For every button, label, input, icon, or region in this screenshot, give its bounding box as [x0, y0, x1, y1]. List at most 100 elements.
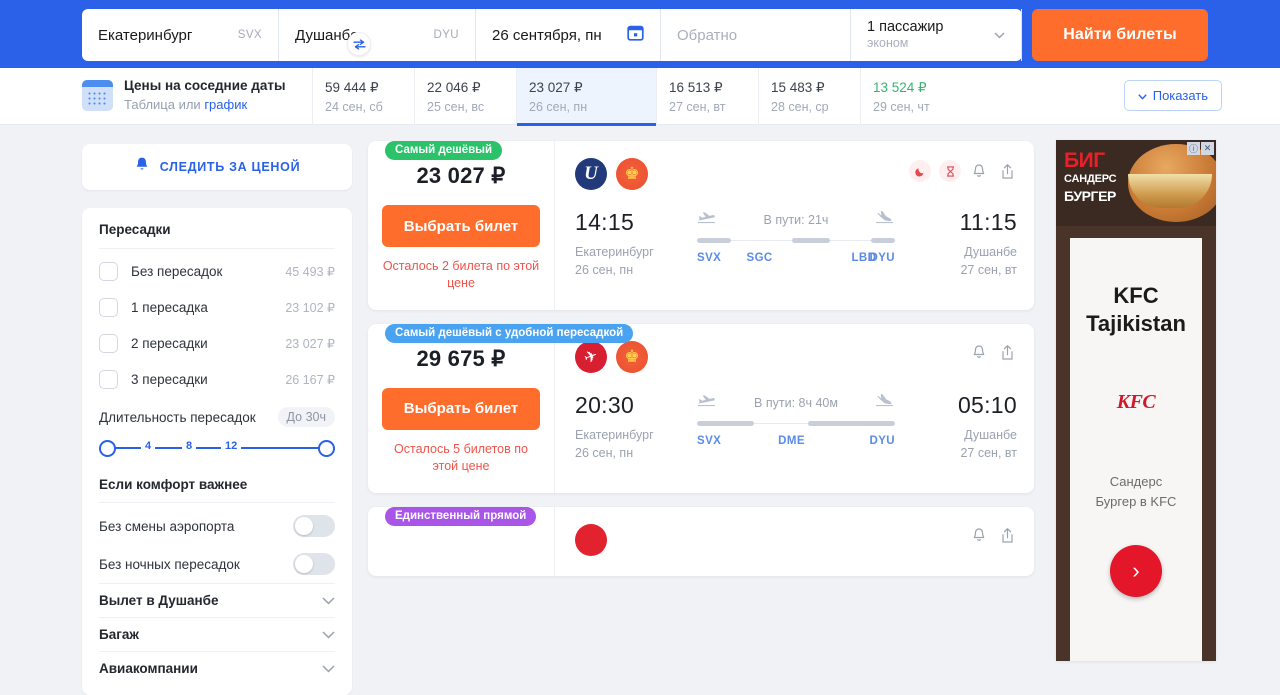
share-icon[interactable] [997, 161, 1017, 181]
route-bar [697, 238, 895, 243]
checkbox[interactable] [99, 333, 118, 353]
airline-logos [575, 340, 1017, 373]
route-segment-1 [792, 238, 830, 243]
ad-close-icon[interactable]: ✕ [1201, 142, 1214, 155]
swap-directions-button[interactable] [347, 32, 371, 56]
bell-icon[interactable] [969, 526, 989, 546]
comfort-toggle-switch[interactable] [293, 515, 335, 537]
departure-time: 14:15 [575, 209, 635, 235]
flight-details-panel: 20:30 Екатеринбург 26 сен, пн В пути: 8ч… [555, 324, 1034, 493]
ad-subtext: Сандерс Бургер в KFC [1096, 472, 1177, 511]
origin-city: Екатеринбург [98, 26, 193, 44]
date-cell-day: 28 сен, ср [771, 99, 829, 114]
share-icon[interactable] [997, 343, 1017, 363]
stops-filter-list: Без пересадок 45 493 ₽ 1 пересадка 23 10… [99, 253, 335, 397]
airport-code[interactable]: SVX [697, 434, 722, 447]
share-icon[interactable] [997, 526, 1017, 546]
show-more-dates-button[interactable]: Показать [1123, 80, 1222, 111]
ad-next-button[interactable]: › [1110, 545, 1162, 597]
route-top-row: В пути: 8ч 40м [697, 393, 895, 413]
destination-code: DYU [433, 29, 459, 41]
date-cell-price: 13 524 ₽ [873, 80, 927, 95]
checkbox[interactable] [99, 297, 118, 317]
flight-route: 20:30 Екатеринбург 26 сен, пн В пути: 8ч… [575, 392, 1017, 463]
airport-code[interactable]: DYU [869, 252, 895, 264]
return-date-field[interactable]: Обратно [661, 9, 851, 61]
chevron-down-icon [994, 26, 1005, 44]
ad-headline-line-2: Tajikistan [1086, 310, 1186, 336]
checkbox[interactable] [99, 261, 118, 281]
flight-card-body: 29 675 ₽ Выбрать билет Осталось 5 билето… [368, 323, 1034, 493]
filter-accordion-1[interactable]: Багаж [99, 618, 335, 651]
origin-field[interactable]: Екатеринбург SVX [82, 9, 279, 61]
departure-date: 26 сен, пн [575, 263, 634, 278]
filters-panel: Пересадки Без пересадок 45 493 ₽ 1 перес… [82, 208, 352, 695]
comfort-toggle-label: Без смены аэропорта [99, 518, 235, 534]
select-ticket-button[interactable]: Выбрать билет [382, 205, 540, 247]
select-ticket-button[interactable]: Выбрать билет [382, 387, 540, 430]
filter-accordion-0[interactable]: Вылет в Душанбе [99, 584, 335, 617]
airport-code[interactable]: LBD [851, 252, 877, 264]
divider [99, 651, 335, 652]
ad-body: KFC Tajikistan KFC Сандерс Бургер в KFC … [1056, 226, 1216, 661]
stops-filter-option-3[interactable]: 3 пересадки 26 167 ₽ [99, 361, 335, 397]
airport-code[interactable]: DME [778, 434, 805, 447]
route-baseline [697, 422, 895, 424]
date-cell-3[interactable]: 16 513 ₽ 27 сен, вт [656, 68, 758, 125]
ad-line-1: БИГ [1064, 149, 1105, 172]
date-cell-2[interactable]: 23 027 ₽ 26 сен, пн [516, 68, 656, 126]
slider-handle-min[interactable] [99, 440, 116, 457]
find-tickets-button[interactable]: Найти билеты [1032, 9, 1208, 61]
kfc-logo: KFC [1116, 391, 1156, 413]
advertisement-banner[interactable]: БИГ САНДЕРС БУРГЕР ⓘ ✕ KFC Tajikistan KF… [1056, 140, 1216, 661]
airport-code[interactable]: SGC [746, 252, 773, 264]
date-cell-5[interactable]: 13 524 ₽ 29 сен, чт [860, 68, 962, 125]
date-cell-0[interactable]: 59 444 ₽ 24 сен, сб [312, 68, 414, 125]
bell-icon[interactable] [969, 343, 989, 363]
date-cell-4[interactable]: 15 483 ₽ 28 сен, ср [758, 68, 860, 125]
filter-accordion-2[interactable]: Авиакомпании [99, 652, 335, 685]
date-cell-1[interactable]: 22 046 ₽ 25 сен, вс [414, 68, 516, 125]
calendar-icon [627, 24, 644, 46]
airport-code[interactable]: DYU [869, 434, 895, 447]
date-cell-price: 15 483 ₽ [771, 80, 825, 95]
passengers-stack: 1 пассажир эконом [867, 18, 943, 52]
destination-field[interactable]: Душанбе DYU [279, 9, 476, 61]
comfort-toggle-switch[interactable] [293, 553, 335, 575]
arrival-block: 11:15 Душанбе 27 сен, вт [905, 209, 1017, 280]
stops-filter-option-0[interactable]: Без пересадок 45 493 ₽ [99, 253, 335, 289]
watch-price-button[interactable]: СЛЕДИТЬ ЗА ЦЕНОЙ [82, 144, 352, 190]
arrival-date: 27 сен, вт [960, 263, 1017, 278]
airline-logo-somon [616, 158, 648, 190]
nearby-dates-subtitle: Таблица или график [124, 96, 285, 114]
filters-sidebar: СЛЕДИТЬ ЗА ЦЕНОЙ Пересадки Без пересадок… [82, 144, 352, 695]
flight-card-actions [969, 343, 1017, 363]
stops-filter-label: 1 пересадка [131, 299, 208, 315]
checkbox[interactable] [99, 369, 118, 389]
moon-icon [909, 160, 931, 182]
stops-filter-option-1[interactable]: 1 пересадка 23 102 ₽ [99, 289, 335, 325]
flight-duration: В пути: 8ч 40м [754, 395, 838, 410]
calendar-grid-icon [82, 80, 113, 112]
ad-subtext-line-2: Бургер в KFC [1095, 493, 1177, 509]
stops-filter-option-2[interactable]: 2 пересадки 23 027 ₽ [99, 325, 335, 361]
route-segment-0 [697, 238, 731, 243]
divider [99, 502, 335, 503]
layover-duration-slider[interactable]: 4 8 12 [99, 433, 335, 463]
departure-date-value: 26 сентября, пн [492, 26, 602, 44]
tickets-left-note: Осталось 2 билета по этой цене [382, 259, 540, 290]
stops-filter-label: 2 пересадки [131, 335, 208, 351]
ad-info-icon[interactable]: ⓘ [1187, 142, 1200, 155]
hourglass-icon [939, 160, 961, 182]
divider [99, 248, 335, 249]
comfort-filter-title: Если комфорт важнее [99, 477, 248, 492]
bell-icon[interactable] [969, 161, 989, 181]
nearby-dates-title: Цены на соседние даты [124, 78, 286, 93]
ad-headline: KFC Tajikistan [1086, 282, 1186, 337]
departure-date-field[interactable]: 26 сентября, пн [476, 9, 661, 61]
passengers-field[interactable]: 1 пассажир эконом [851, 9, 1022, 61]
slider-handle-max[interactable] [318, 440, 335, 457]
airport-code[interactable]: SVX [697, 252, 722, 264]
arrival-date: 27 сен, вт [960, 446, 1017, 461]
graph-link[interactable]: график [204, 96, 248, 112]
